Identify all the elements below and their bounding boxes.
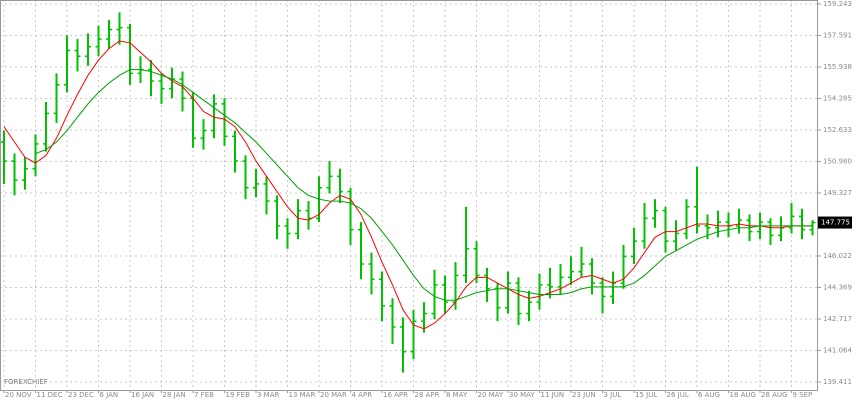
x-tick-label: 23 JUN bbox=[572, 391, 596, 399]
x-tick-label: 8 MAY bbox=[446, 391, 468, 399]
x-tick-label: 4 APR bbox=[352, 391, 373, 399]
x-tick-label: 19 FEB bbox=[226, 391, 251, 399]
y-tick-label: 159.243 bbox=[823, 0, 852, 8]
x-tick-label: 28 APR bbox=[415, 391, 440, 399]
y-tick-label: 139.411 bbox=[823, 378, 852, 386]
x-tick-label: 3 JUL bbox=[604, 391, 622, 399]
plot-border bbox=[0, 0, 818, 391]
x-tick-label: 6 JAN bbox=[100, 391, 119, 399]
current-price: 147.775 bbox=[821, 219, 850, 227]
moving-average bbox=[35, 69, 813, 301]
price-box bbox=[818, 216, 852, 229]
x-tick-label: 28 JAN bbox=[163, 391, 186, 399]
y-tick-label: 141.064 bbox=[823, 346, 852, 354]
y-tick-label: 157.591 bbox=[823, 31, 852, 39]
y-tick-label: 155.938 bbox=[823, 63, 852, 71]
x-tick-label: 11 DEC bbox=[37, 391, 63, 399]
x-tick-label: 16 JAN bbox=[131, 391, 154, 399]
x-tick-label: 9 SEP bbox=[793, 391, 813, 399]
y-tick-label: 142.717 bbox=[823, 315, 852, 323]
x-tick-label: 3 MAR bbox=[257, 391, 280, 399]
y-tick-label: 146.022 bbox=[823, 252, 852, 260]
y-tick-label: 152.633 bbox=[823, 126, 852, 134]
x-tick-label: 30 MAY bbox=[509, 391, 535, 399]
x-tick-label: 7 FEB bbox=[194, 391, 214, 399]
y-tick-label: 154.285 bbox=[823, 94, 852, 102]
x-tick-label: 11 JUN bbox=[541, 391, 565, 399]
x-tick-label: 28 AUG bbox=[761, 391, 787, 399]
x-tick-label: 15 JUL bbox=[635, 391, 657, 399]
x-tick-label: 16 APR bbox=[383, 391, 408, 399]
x-tick-label: 20 MAY bbox=[478, 391, 504, 399]
x-tick-label: 6 AUG bbox=[698, 391, 720, 399]
y-tick-label: 144.369 bbox=[823, 283, 852, 291]
x-tick-label: 18 AUG bbox=[730, 391, 756, 399]
x-tick-label: 23 DEC bbox=[68, 391, 94, 399]
x-tick-label: 20 NOV bbox=[5, 391, 32, 399]
y-tick-label: 150.980 bbox=[823, 157, 852, 165]
y-tick-label: 149.327 bbox=[823, 189, 852, 197]
moving-average bbox=[3, 40, 813, 330]
x-tick-label: 26 JUL bbox=[667, 391, 689, 399]
x-tick-label: 20 MAR bbox=[320, 391, 347, 399]
x-tick-label: 13 MAR bbox=[289, 391, 316, 399]
